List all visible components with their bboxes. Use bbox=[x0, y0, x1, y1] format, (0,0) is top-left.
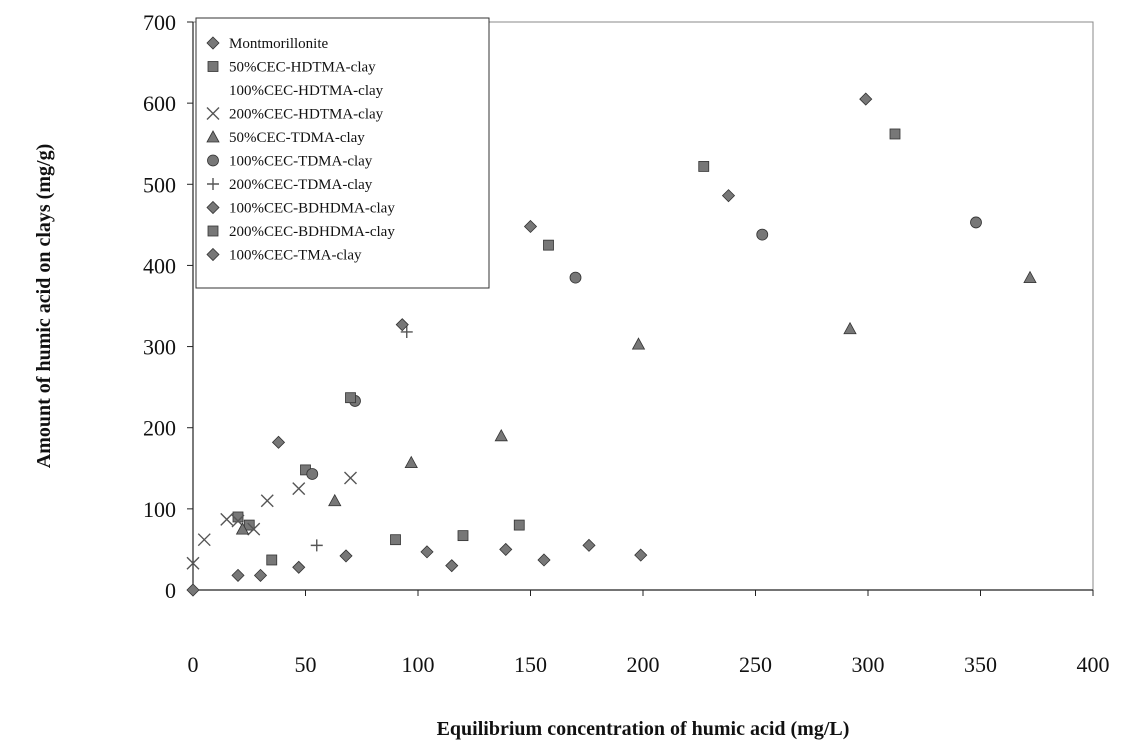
data-point bbox=[197, 533, 211, 547]
axis-ticks: 0 50 100 150 200 250 300 350 400 0 100 200 300 400 500… bbox=[143, 10, 1110, 677]
x-axis-title: Equilibrium concentration of humic acid … bbox=[437, 718, 850, 740]
legend-entry: 100%CEC-TDMA-clay bbox=[229, 154, 373, 170]
data-point bbox=[266, 554, 278, 566]
data-point bbox=[698, 161, 710, 172]
y-axis-title: Amount of humic acid on clays (mg/g) bbox=[33, 144, 55, 468]
data-point bbox=[970, 216, 982, 229]
data-point bbox=[231, 568, 245, 582]
data-point bbox=[721, 189, 736, 203]
legend-marker bbox=[206, 200, 220, 215]
data-point bbox=[328, 493, 342, 507]
x-tick-label: 100 bbox=[402, 652, 435, 677]
data-point bbox=[253, 568, 268, 582]
data-point bbox=[582, 538, 596, 552]
legend-entry: 200%CEC-BDHDMA-clay bbox=[229, 224, 395, 240]
legend-marker bbox=[207, 61, 219, 72]
data-point bbox=[271, 435, 286, 449]
data-point bbox=[537, 553, 551, 567]
series-group bbox=[186, 471, 357, 570]
data-point bbox=[634, 548, 648, 562]
data-point bbox=[345, 392, 356, 404]
data-point bbox=[513, 519, 525, 531]
legend-items: Montmorillonite 50%CEC-HDTMA-clay 100%CEC-… bbox=[206, 36, 395, 264]
y-tick-label: 200 bbox=[143, 416, 176, 441]
data-point bbox=[859, 92, 873, 106]
x-tick-label: 0 bbox=[188, 652, 199, 677]
data-point bbox=[310, 539, 323, 552]
data-point bbox=[260, 494, 274, 508]
data-point bbox=[292, 482, 306, 496]
data-point bbox=[756, 228, 769, 241]
x-tick-label: 300 bbox=[852, 652, 885, 677]
data-point bbox=[569, 271, 582, 284]
data-point bbox=[400, 325, 413, 338]
legend-entry: Montmorillonite bbox=[229, 36, 329, 52]
series-group bbox=[186, 538, 648, 597]
x-tick-label: 350 bbox=[964, 652, 997, 677]
legend-marker bbox=[207, 178, 219, 190]
data-point bbox=[404, 455, 418, 469]
data-point bbox=[186, 556, 200, 570]
legend-entry: 50%CEC-HDTMA-clay bbox=[229, 60, 376, 76]
x-tick-label: 150 bbox=[514, 652, 547, 677]
data-point bbox=[843, 321, 857, 335]
legend-entry: 50%CEC-TDMA-clay bbox=[229, 130, 365, 146]
data-point bbox=[235, 522, 250, 535]
legend: Montmorillonite 50%CEC-HDTMA-clay 100%CEC-… bbox=[195, 17, 490, 289]
legend-entry: 200%CEC-HDTMA-clay bbox=[229, 107, 384, 123]
legend-marker bbox=[206, 247, 220, 262]
y-tick-label: 100 bbox=[143, 497, 176, 522]
series-group bbox=[235, 270, 1037, 535]
data-point bbox=[445, 559, 459, 573]
data-point bbox=[390, 534, 401, 546]
data-point bbox=[306, 468, 319, 480]
data-point bbox=[1023, 270, 1037, 284]
data-point bbox=[631, 337, 646, 350]
data-point bbox=[523, 219, 538, 234]
legend-box bbox=[195, 17, 490, 289]
data-point bbox=[395, 318, 409, 332]
legend-marker bbox=[207, 154, 219, 167]
data-point bbox=[292, 560, 306, 574]
y-tick-label: 700 bbox=[143, 10, 176, 35]
y-tick-label: 0 bbox=[165, 578, 176, 603]
legend-entry: 200%CEC-TDMA-clay bbox=[229, 177, 373, 193]
legend-entry: 100%CEC-HDTMA-clay bbox=[229, 83, 384, 99]
legend-marker bbox=[207, 225, 219, 237]
data-point bbox=[889, 128, 901, 140]
data-point bbox=[420, 545, 434, 559]
legend-marker bbox=[206, 107, 220, 120]
data-point bbox=[247, 522, 261, 536]
y-tick-label: 300 bbox=[143, 335, 176, 360]
legend-marker bbox=[206, 36, 220, 50]
y-tick-label: 500 bbox=[143, 172, 176, 197]
x-tick-label: 400 bbox=[1077, 652, 1110, 677]
data-point bbox=[339, 549, 353, 563]
x-tick-label: 200 bbox=[627, 652, 660, 677]
series-group bbox=[266, 239, 554, 566]
series-group bbox=[271, 92, 873, 449]
data-point bbox=[344, 471, 357, 485]
data-point bbox=[543, 239, 554, 251]
data-markers bbox=[186, 92, 1037, 597]
legend-entry: 100%CEC-TMA-clay bbox=[229, 248, 362, 264]
legend-entry: 100%CEC-BDHDMA-clay bbox=[229, 201, 395, 217]
data-point bbox=[220, 512, 234, 526]
x-tick-label: 50 bbox=[295, 652, 317, 677]
x-tick-label: 250 bbox=[739, 652, 772, 677]
data-point bbox=[494, 428, 508, 442]
y-tick-label: 400 bbox=[143, 253, 176, 278]
y-tick-label: 600 bbox=[143, 91, 176, 116]
series-group bbox=[310, 325, 413, 552]
legend-marker bbox=[206, 130, 220, 143]
data-point bbox=[186, 583, 200, 597]
data-point bbox=[499, 542, 513, 556]
data-point bbox=[457, 530, 469, 542]
